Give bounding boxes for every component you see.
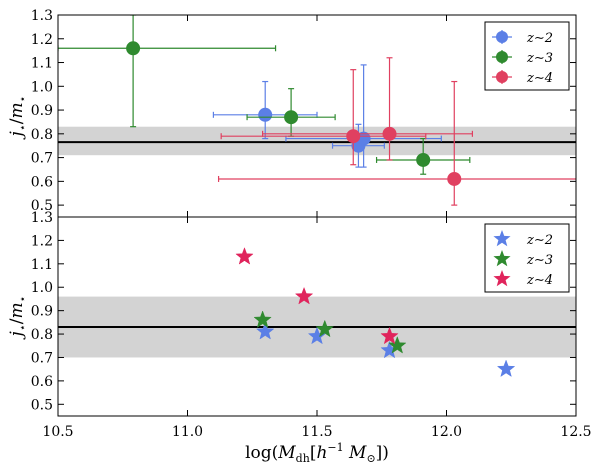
bottom-star-point-1-1 [315, 319, 335, 338]
bottom-panel: 0.5 0.6 0.7 0.8 0.9 1.0 1.1 1.2 1.3 10.5 11.0 11.5 1… [7, 210, 592, 465]
top-point-1-0 [126, 41, 141, 56]
bottom-ytick-label: 1.3 [31, 210, 53, 226]
bottom-star-point-0-3 [496, 359, 516, 378]
bottom-legend-marker-1 [493, 250, 511, 267]
top-panel: 0.5 0.6 0.7 0.8 0.9 1.0 1.1 1.2 1.3 j⋆/m⋆ z∼2 z∼3… [7, 8, 577, 218]
top-point-1-1 [284, 110, 299, 125]
top-ytick-label: 1.3 [31, 8, 53, 24]
bottom-legend: z∼2 z∼3 z∼4 [484, 223, 570, 293]
legend-label-0: z∼2 [526, 31, 553, 46]
bottom-star-point-2-2 [380, 326, 399, 345]
bottom-star-point-2-1 [294, 286, 314, 305]
legend-label-1: z∼3 [526, 253, 553, 268]
bottom-ytick-label: 0.5 [31, 397, 53, 413]
top-legend-marker-2 [496, 71, 508, 83]
top-ytick-label: 1.0 [31, 79, 53, 95]
top-legend: z∼2 z∼3 z∼4 [484, 21, 570, 91]
x-axis-label: log(Mdh[h−1 M⊙]) [245, 441, 389, 465]
xtick-label: 11.0 [172, 424, 203, 440]
bottom-y-axis-label: j⋆/m⋆ [7, 296, 29, 341]
top-scatter-band [58, 126, 576, 156]
bottom-star-point-1-0 [253, 310, 272, 328]
bottom-ytick-label: 0.9 [31, 304, 53, 320]
bottom-ytick-label: 1.0 [31, 280, 53, 296]
top-ytick-label: 0.9 [31, 103, 53, 119]
legend-label-1: z∼3 [526, 51, 553, 66]
top-legend-marker-0 [496, 31, 508, 43]
top-ytick-label: 0.5 [31, 198, 53, 214]
bottom-legend-marker-2 [493, 270, 511, 287]
legend-label-2: z∼4 [526, 273, 553, 288]
top-point-2-1 [382, 126, 397, 141]
bottom-panel-frame [57, 216, 577, 417]
legend-label-0: z∼2 [526, 233, 553, 248]
top-ytick-label: 0.7 [31, 151, 53, 167]
top-point-2-0 [346, 129, 361, 144]
top-legend-marker-1 [496, 51, 508, 63]
top-point-1-2 [416, 152, 431, 167]
xtick-label: 12.5 [560, 424, 591, 440]
xtick-label: 10.5 [42, 424, 73, 440]
bottom-ytick-label: 1.1 [31, 257, 53, 273]
bottom-star-point-1-2 [388, 336, 407, 354]
bottom-star-point-0-0 [255, 322, 275, 340]
bottom-star-point-2-0 [235, 247, 254, 265]
legend-label-2: z∼4 [526, 71, 553, 86]
top-point-0-0 [258, 107, 273, 122]
top-ytick-label: 1.1 [31, 56, 53, 72]
top-ytick-label: 0.8 [31, 127, 53, 143]
top-ytick-label: 1.2 [31, 32, 53, 48]
bottom-ytick-label: 1.2 [31, 233, 53, 249]
top-ytick-label: 0.6 [31, 174, 53, 190]
bottom-ytick-label: 0.8 [31, 327, 53, 343]
top-errorbar-2-1 [262, 57, 473, 161]
bottom-legend-marker-0 [493, 230, 511, 247]
xtick-label: 12.0 [431, 424, 462, 440]
top-y-axis-label: j⋆/m⋆ [7, 96, 29, 141]
bottom-ytick-label: 0.6 [31, 374, 53, 390]
top-point-2-2 [447, 171, 462, 186]
bottom-ytick-label: 0.7 [31, 350, 53, 366]
top-errorbar-1-0 [58, 15, 277, 128]
xtick-label: 11.5 [301, 424, 332, 440]
